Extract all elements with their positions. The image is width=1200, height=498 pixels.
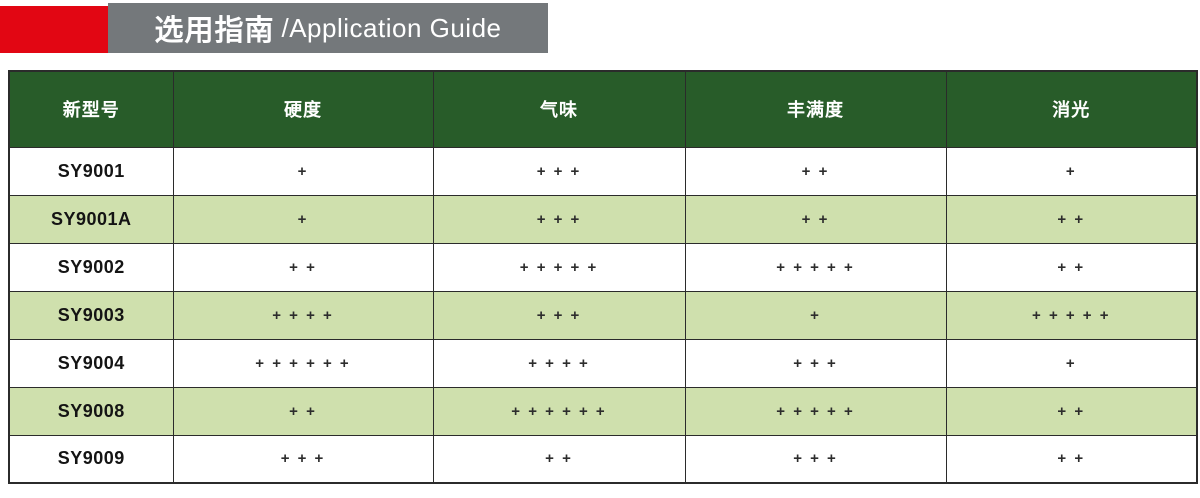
value-cell: + + + + +: [684, 386, 947, 436]
table-body: SY9001 + + + + + + + SY9001A + + + + + + + + SY900…: [8, 146, 1198, 484]
banner: 选用指南 /Application Guide: [0, 0, 1200, 56]
value-cell: +: [945, 146, 1198, 196]
value-cell: + + + + +: [684, 242, 947, 292]
value-cell: + + + +: [432, 338, 686, 388]
header-cell-3: 丰满度: [684, 70, 947, 148]
model-cell: SY9003: [8, 290, 174, 340]
table-row: SY9004 + + + + + + + + + + + + + +: [8, 338, 1198, 388]
banner-title-cn: 选用指南: [154, 15, 275, 47]
model-cell: SY9001: [8, 146, 174, 196]
model-cell: SY9004: [8, 338, 174, 388]
value-cell: +: [172, 146, 434, 196]
table-row: SY9001A + + + + + + + +: [8, 194, 1198, 244]
value-cell: + +: [945, 386, 1198, 436]
table-row: SY9003 + + + + + + + + + + + + +: [8, 290, 1198, 340]
header-cell-2: 气味: [432, 70, 686, 148]
value-cell: +: [172, 194, 434, 244]
header-cell-4: 消光: [945, 70, 1198, 148]
model-cell: SY9009: [8, 434, 174, 484]
value-cell: + + + + +: [945, 290, 1198, 340]
header-cell-0: 新型号: [8, 70, 174, 148]
model-cell: SY9002: [8, 242, 174, 292]
table-row: SY9001 + + + + + + +: [8, 146, 1198, 196]
value-cell: + + +: [432, 194, 686, 244]
value-cell: + +: [684, 194, 947, 244]
value-cell: + + + + + +: [432, 386, 686, 436]
application-guide-table: 新型号 硬度 气味 丰满度 消光 SY9001 + + + + + + + SY9001A + + +…: [8, 70, 1198, 484]
value-cell: + + + +: [172, 290, 434, 340]
value-cell: +: [945, 338, 1198, 388]
model-cell: SY9001A: [8, 194, 174, 244]
value-cell: + + +: [432, 146, 686, 196]
value-cell: + + +: [172, 434, 434, 484]
table-row: SY9002 + + + + + + + + + + + + + +: [8, 242, 1198, 292]
model-cell: SY9008: [8, 386, 174, 436]
header-cell-1: 硬度: [172, 70, 434, 148]
value-cell: + + +: [432, 290, 686, 340]
value-cell: + +: [945, 194, 1198, 244]
value-cell: + + + + +: [432, 242, 686, 292]
value-cell: + + +: [684, 434, 947, 484]
value-cell: + +: [945, 434, 1198, 484]
value-cell: + + +: [684, 338, 947, 388]
table-row: SY9009 + + + + + + + + + +: [8, 434, 1198, 484]
value-cell: + +: [172, 386, 434, 436]
value-cell: +: [684, 290, 947, 340]
value-cell: + +: [945, 242, 1198, 292]
red-accent-block: [0, 6, 108, 53]
banner-title-en: /Application Guide: [281, 12, 502, 43]
table-row: SY9008 + + + + + + + + + + + + + + +: [8, 386, 1198, 436]
banner-title-bar: 选用指南 /Application Guide: [108, 3, 548, 53]
table-header-row: 新型号 硬度 气味 丰满度 消光: [8, 70, 1198, 148]
value-cell: + +: [684, 146, 947, 196]
value-cell: + +: [432, 434, 686, 484]
value-cell: + +: [172, 242, 434, 292]
value-cell: + + + + + +: [172, 338, 434, 388]
